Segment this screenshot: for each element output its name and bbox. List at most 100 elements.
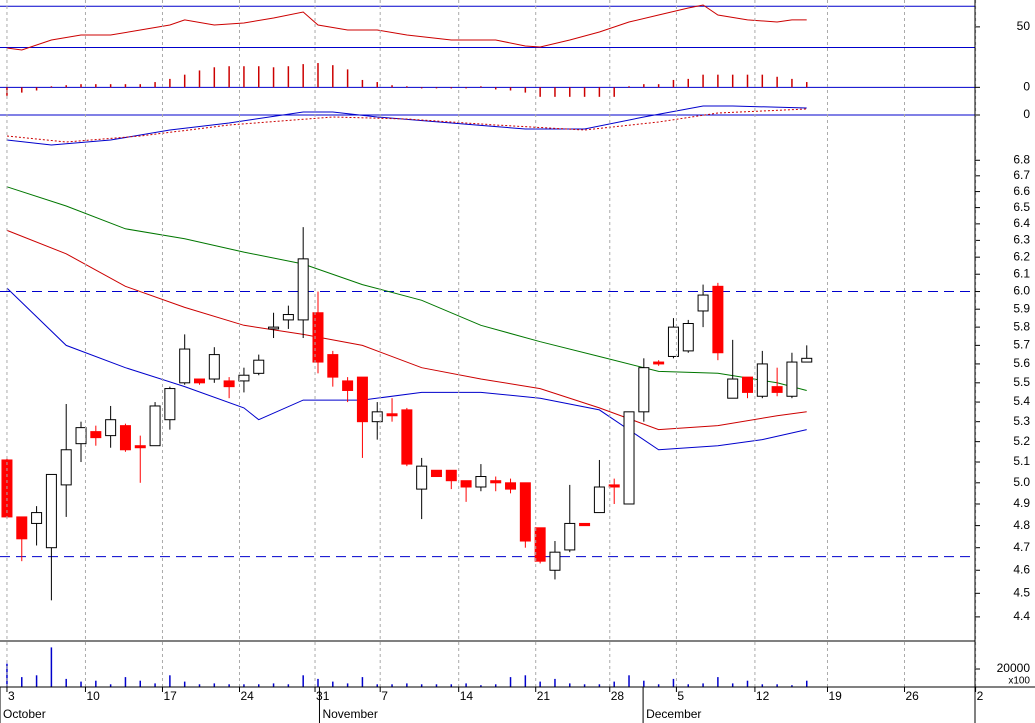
candle-body	[134, 445, 146, 449]
candle-body	[149, 405, 161, 447]
y-tick-label: 5.8	[1013, 319, 1030, 333]
candle-body	[445, 469, 457, 482]
candle-body	[608, 484, 620, 488]
candle-body	[90, 431, 102, 439]
y-tick-label: 4.4	[1013, 609, 1030, 623]
x-tick-label: 14	[460, 689, 474, 703]
line	[6, 105, 807, 146]
candle-body	[505, 482, 517, 490]
y-tick-label: 0	[1023, 107, 1030, 121]
y-tick-label: 5.9	[1013, 301, 1030, 315]
y-tick-label: 6.8	[1013, 152, 1030, 166]
candle-body	[75, 427, 87, 445]
candle-body	[60, 449, 72, 486]
y-tick-label: 50	[1017, 19, 1031, 33]
y-tick-label: 6.6	[1013, 184, 1030, 198]
candle-body	[727, 378, 739, 399]
x-tick-label: 28	[611, 689, 625, 703]
y-tick-label: 5.3	[1013, 414, 1030, 428]
candle-body	[223, 380, 235, 388]
candle-body	[549, 551, 561, 571]
candle-body	[653, 361, 665, 365]
candle-body	[297, 258, 309, 321]
y-tick-label: 6.4	[1013, 216, 1030, 230]
candle-body	[371, 411, 383, 423]
candle-body	[682, 323, 694, 352]
y-tick-label: 4.8	[1013, 518, 1030, 532]
y-tick-label: 6.3	[1013, 233, 1030, 247]
candle-body	[356, 376, 368, 423]
line	[6, 186, 807, 391]
y-tick-label: 5.0	[1013, 475, 1030, 489]
candle-body	[460, 480, 472, 488]
x-tick-label: 3	[8, 689, 15, 703]
candle-body	[712, 285, 724, 354]
candle-body	[327, 354, 339, 378]
candle-body	[742, 376, 754, 393]
y-tick-label: 6.5	[1013, 200, 1030, 214]
candle-body	[312, 312, 324, 363]
candle-body	[564, 522, 576, 551]
candle-body	[534, 527, 546, 562]
x-tick-label: 2	[977, 689, 984, 703]
candle-body	[771, 386, 783, 393]
y-tick-label: 5.4	[1013, 394, 1030, 408]
x-tick-label: 31	[316, 689, 330, 703]
x-tick-label: 12	[756, 689, 770, 703]
y-tick-label: 5.5	[1013, 375, 1030, 389]
x-tick-label: 24	[240, 689, 254, 703]
candle-body	[164, 388, 176, 421]
axis-multiplier: x100	[1008, 676, 1030, 687]
candle-body	[519, 482, 531, 542]
candle-body	[667, 326, 679, 357]
candle-body	[105, 419, 117, 437]
candle-body	[194, 378, 206, 384]
y-tick-label: 0	[1023, 80, 1030, 94]
candle-body	[623, 411, 635, 505]
candle-body	[253, 359, 265, 374]
candle-body	[579, 522, 591, 527]
line	[6, 108, 807, 143]
y-tick-label: 5.7	[1013, 338, 1030, 352]
y-tick-label: 4.9	[1013, 496, 1030, 510]
candle-body	[475, 476, 487, 488]
candle-body	[342, 380, 354, 391]
y-tick-label: 5.2	[1013, 434, 1030, 448]
candle-body	[697, 294, 709, 312]
y-tick-label: 4.5	[1013, 585, 1030, 599]
candle-body	[179, 348, 191, 384]
candle-body	[638, 367, 650, 413]
candle-body	[238, 374, 250, 382]
line	[6, 4, 807, 51]
candle-body	[16, 516, 28, 540]
candle-body	[282, 314, 294, 321]
x-tick-label: 10	[86, 689, 100, 703]
y-tick-label: 6.2	[1013, 249, 1030, 263]
candle-body	[430, 469, 442, 478]
candle-body	[786, 361, 798, 397]
candle-body	[208, 354, 220, 380]
candle-body	[416, 465, 428, 490]
month-label: December	[646, 707, 701, 721]
month-label: October	[3, 707, 46, 721]
candle-body	[401, 409, 413, 465]
candle-body	[119, 425, 131, 451]
y-tick-label: 5.6	[1013, 356, 1030, 370]
y-tick-label: 6.7	[1013, 168, 1030, 182]
candle-body	[490, 480, 502, 484]
candle-body	[801, 357, 813, 363]
y-tick-label: 6.0	[1013, 284, 1030, 298]
candle-body	[45, 473, 57, 549]
x-tick-label: 17	[163, 689, 177, 703]
candle-body	[386, 413, 398, 417]
y-tick-label: 6.1	[1013, 266, 1030, 280]
x-tick-label: 19	[828, 689, 842, 703]
x-tick-label: 7	[381, 689, 388, 703]
y-tick-label: 20000	[997, 661, 1031, 675]
x-tick-label: 26	[906, 689, 920, 703]
y-tick-label: 4.7	[1013, 540, 1030, 554]
candle-body	[31, 512, 43, 524]
candle-body	[268, 326, 280, 330]
x-tick-label: 5	[677, 689, 684, 703]
